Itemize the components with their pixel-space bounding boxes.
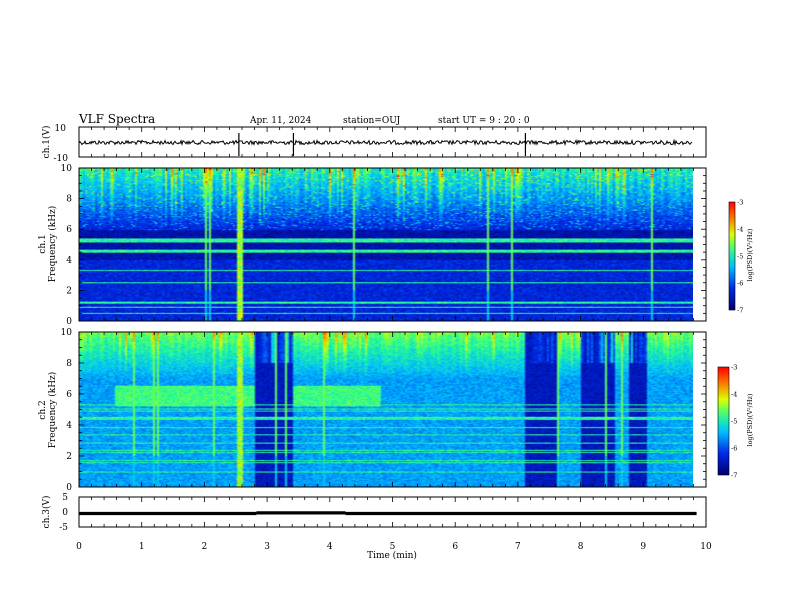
ch1-waveform-panel: 10 -10 ch.1(V) — [41, 124, 707, 164]
ch2-spec-ylabel-channel: ch.2 — [38, 400, 48, 419]
spec2-y-label: 10 — [61, 328, 73, 338]
ch3-ytick-label: 5 — [62, 493, 68, 503]
spec1-y-label: 6 — [66, 225, 72, 235]
ch3-x-ticks — [78, 497, 707, 527]
ch1-ytick-bottom: -10 — [54, 154, 69, 164]
ch3-panel: 5 0 -5 ch.3(V) 0 1 2 3 4 5 6 7 8 9 10 Time (min) — [41, 493, 712, 561]
time-tick-label: 7 — [515, 542, 521, 552]
start-time-label: start UT = 9 : 20 : 0 — [438, 116, 530, 126]
ch1-ylabel: ch.1(V) — [41, 126, 52, 159]
cb2-tick-label: -4 — [731, 391, 737, 399]
ch2-spec-y-ticks: 0 2 4 6 8 10 — [61, 328, 706, 493]
ch3-ytick-label: -5 — [59, 523, 68, 533]
spec1-y-label: 0 — [66, 317, 72, 327]
cb2-tick-label: -5 — [731, 418, 737, 426]
ch3-y-ticks: 5 0 -5 — [59, 493, 68, 533]
ch1-colorbar — [728, 201, 736, 311]
ch2-spec-x-ticks — [78, 332, 707, 487]
cb1-tick-label: -3 — [737, 199, 743, 207]
cb1-tick-label: -4 — [737, 226, 743, 234]
time-tick-labels: 0 1 2 3 4 5 6 7 8 9 10 — [76, 542, 712, 552]
spec2-y-label: 8 — [66, 359, 72, 369]
time-tick-label: 1 — [139, 542, 145, 552]
time-tick-label: 0 — [76, 542, 82, 552]
station-label: station=OUJ — [343, 116, 401, 126]
time-tick-label: 3 — [264, 542, 270, 552]
ch2-spectrogram-image — [79, 332, 693, 487]
date-label: Apr. 11, 2024 — [249, 116, 312, 126]
cb1-tick-label: -5 — [737, 253, 743, 261]
time-tick-label: 6 — [452, 542, 458, 552]
time-tick-label: 8 — [578, 542, 584, 552]
ch1-spec-x-ticks — [78, 168, 707, 321]
cb1-tick-label: -6 — [737, 280, 743, 288]
spec2-y-label: 0 — [66, 483, 72, 493]
spec2-y-label: 2 — [66, 452, 72, 462]
ch1-colorbar-label: log(PSD)(V²/Hz) — [746, 228, 754, 281]
ch1-spec-ylabel-frequency: Frequency (kHz) — [47, 206, 58, 283]
time-tick-label: 9 — [640, 542, 646, 552]
cb2-tick-label: -7 — [731, 472, 737, 480]
ch1-spec-y-ticks: 0 2 4 6 8 10 — [61, 164, 706, 327]
ch2-colorbar — [717, 366, 730, 476]
time-tick-label: 5 — [390, 542, 396, 552]
ch3-ytick-label: 0 — [62, 508, 68, 518]
spec1-y-label: 4 — [66, 256, 72, 266]
ch1-x-ticks — [78, 127, 707, 157]
ch3-signal-segments — [79, 511, 697, 516]
time-tick-label: 4 — [327, 542, 333, 552]
ch1-spec-ylabel-channel: ch.1 — [38, 234, 48, 253]
spec1-y-label: 8 — [66, 195, 72, 205]
spec1-y-label: 10 — [61, 164, 73, 174]
time-tick-label: 10 — [700, 542, 712, 552]
spec2-y-label: 4 — [66, 421, 72, 431]
cb2-tick-label: -6 — [731, 445, 737, 453]
figure-title: VLF Spectra — [78, 112, 155, 126]
spec1-y-label: 2 — [66, 286, 72, 296]
ch1-ytick-top: 10 — [55, 124, 67, 134]
cb2-tick-label: -3 — [731, 364, 737, 372]
ch1-waveform-trace — [78, 138, 693, 147]
ch2-colorbar-label: log(PSD)(V²/Hz) — [746, 393, 754, 446]
ch1-colorbar-ticks: -3 -4 -5 -6 -7 — [737, 199, 743, 315]
ch3-ylabel: ch.3(V) — [41, 496, 52, 529]
time-tick-label: 2 — [202, 542, 208, 552]
ch1-spectrogram-image — [79, 168, 693, 321]
ch2-spec-ylabel-frequency: Frequency (kHz) — [47, 372, 58, 449]
cb1-tick-label: -7 — [737, 307, 743, 315]
ch2-colorbar-ticks: -3 -4 -5 -6 -7 — [731, 364, 737, 480]
spec2-y-label: 6 — [66, 390, 72, 400]
ch1-waveform-spikes — [238, 133, 527, 156]
time-axis-label: Time (min) — [367, 550, 417, 561]
